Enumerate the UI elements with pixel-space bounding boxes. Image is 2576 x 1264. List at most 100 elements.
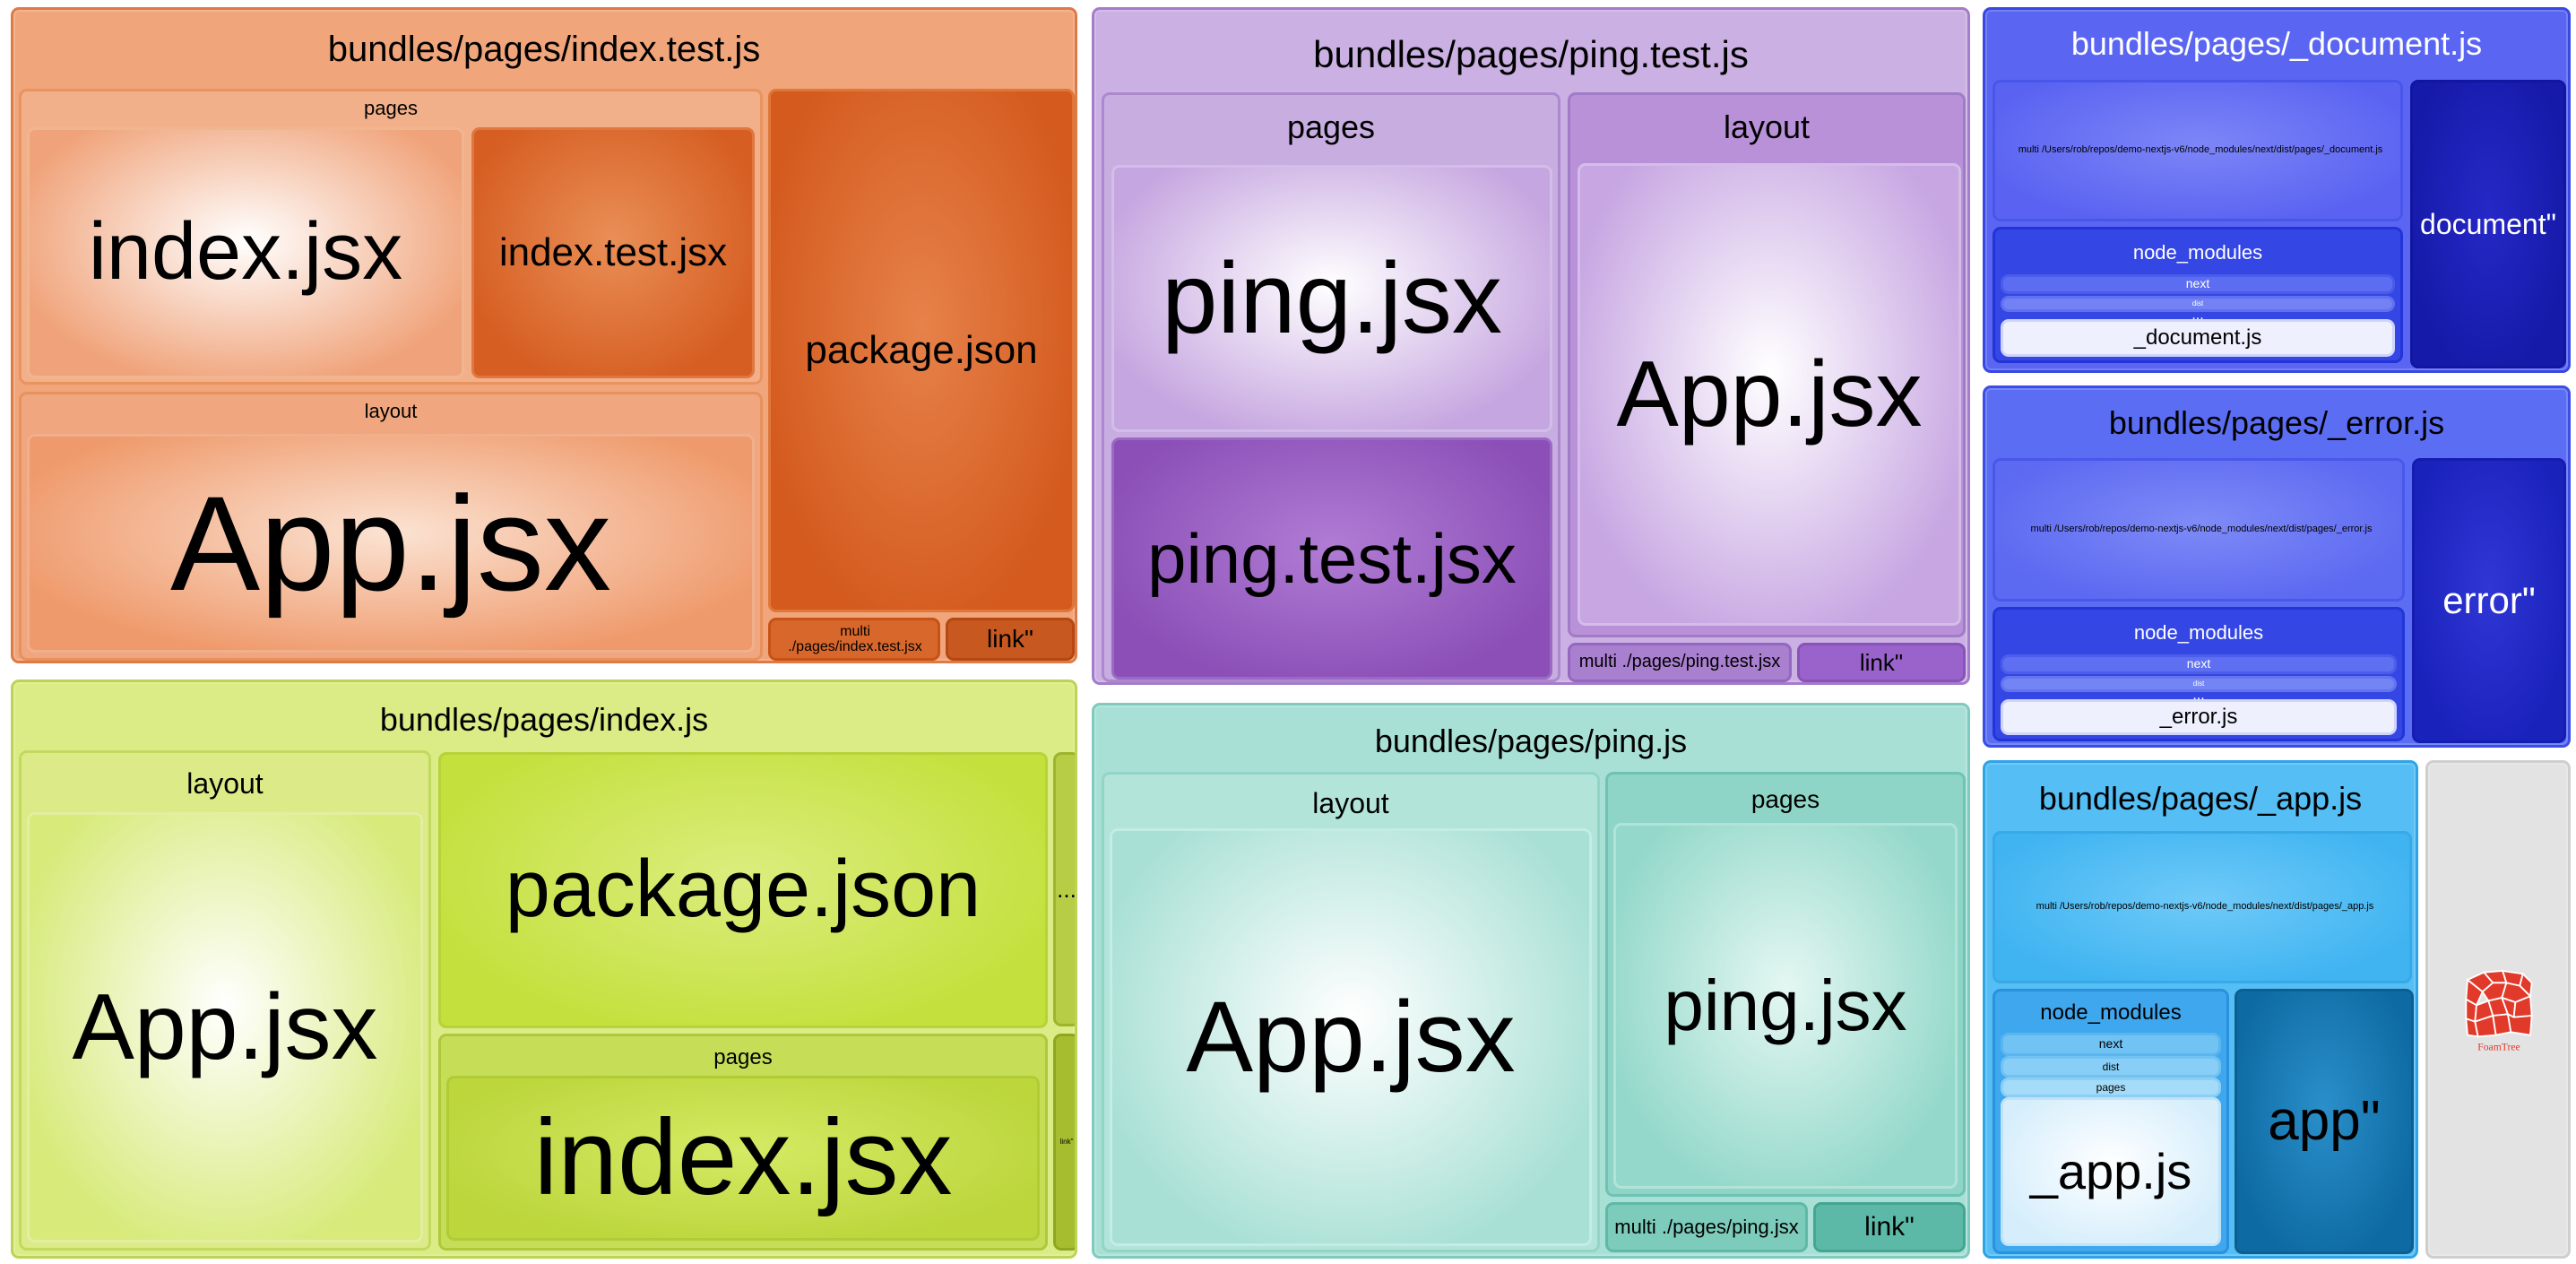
file-label: App.jsx (170, 468, 611, 619)
group-title: bundles/pages/ping.test.js (1313, 33, 1749, 76)
file-link[interactable]: link" (1797, 643, 1966, 682)
folder-pages[interactable]: pages index.jsx (438, 1034, 1048, 1251)
folder-label: dist (2192, 679, 2205, 688)
file-error[interactable]: error" (2412, 458, 2566, 743)
file-app[interactable]: app" (2235, 989, 2414, 1254)
folder-label: pages (1750, 784, 1820, 813)
file-app-jsx[interactable]: App.jsx (1578, 163, 1961, 626)
file-ping-jsx[interactable]: ping.jsx (1613, 823, 1958, 1189)
file-multi-entry[interactable]: multi /Users/rob/repos/demo-nextjs-v6/no… (1993, 831, 2412, 983)
folder-label: layout (186, 766, 264, 800)
folder-label: pages (364, 97, 418, 120)
folder-label: node_modules (2040, 1000, 2182, 1026)
foamtree-wordmark: FoamTree (2477, 1041, 2520, 1052)
file-multi-entry[interactable]: multi ./pages/index.test.jsx (768, 618, 940, 661)
file-multi-entry[interactable]: multi ./pages/ping.jsx (1605, 1202, 1808, 1252)
file-label: multi ./pages/ping.test.jsx (1578, 652, 1781, 672)
file-label: multi ./pages/ping.jsx (1614, 1216, 1799, 1239)
file-ellipsis[interactable]: ... (1053, 752, 1076, 1026)
file-multi-entry[interactable]: multi /Users/rob/repos/demo-nextjs-v6/no… (1993, 458, 2405, 602)
folder-label: pages (2096, 1080, 2126, 1094)
file-label: app" (2268, 1089, 2381, 1152)
group-title: bundles/pages/ping.js (1374, 722, 1688, 759)
folder-label: next (2098, 1036, 2123, 1052)
folder-layout[interactable]: layout App.jsx (19, 392, 763, 661)
file-multi-entry[interactable]: multi /Users/rob/repos/demo-nextjs-v6/no… (1993, 80, 2403, 221)
folder-pages[interactable]: pages ping.jsx (1605, 772, 1966, 1197)
file-label: ping.jsx (1162, 241, 1502, 354)
file-ping-jsx[interactable]: ping.jsx (1111, 165, 1552, 432)
file-label: link" (1059, 1137, 1074, 1146)
file-app-js[interactable]: _app.js (2001, 1097, 2221, 1246)
folder-label: layout (1312, 786, 1389, 819)
file-label: _document.js (2133, 325, 2262, 351)
file-error-js[interactable]: _error.js (2001, 699, 2397, 735)
file-label: App.jsx (1616, 342, 1923, 446)
group-ping-test-js[interactable]: bundles/pages/ping.test.js pages ping.jsx p… (1092, 7, 1970, 685)
folder-layout[interactable]: layout App.jsx (19, 750, 431, 1251)
folder-next[interactable]: next (2001, 274, 2395, 294)
file-document[interactable]: document" (2410, 80, 2566, 368)
folder-label: next (2185, 276, 2210, 291)
folder-pages[interactable]: pages index.jsx index.test.jsx (19, 89, 763, 385)
folder-label: layout (1723, 108, 1811, 145)
folder-label: layout (364, 400, 418, 423)
file-app-jsx[interactable]: App.jsx (27, 434, 755, 653)
file-index-test-jsx[interactable]: index.test.jsx (471, 127, 755, 378)
file-label: document" (2420, 207, 2556, 240)
group-title: bundles/pages/_document.js (2070, 24, 2483, 62)
folder-dist[interactable]: dist (2001, 296, 2395, 312)
file-label: ping.test.jsx (1147, 518, 1517, 598)
file-label: index.jsx (533, 1097, 953, 1218)
folder-node-modules[interactable]: node_modules next dist... _document.js (1993, 227, 2403, 363)
file-label: multi /Users/rob/repos/demo-nextjs-v6/no… (2018, 144, 2383, 156)
folder-pages[interactable]: pages ping.jsx ping.test.jsx (1102, 92, 1560, 682)
file-label: _error.js (2159, 705, 2238, 730)
file-label: index.jsx (88, 207, 403, 298)
file-package-json[interactable]: package.json (768, 89, 1075, 612)
file-link[interactable]: link" (1813, 1202, 1966, 1252)
folder-label: node_modules (2133, 621, 2264, 645)
file-label: package.json (505, 844, 981, 935)
folder-label: dist (2102, 1060, 2120, 1073)
file-ping-test-jsx[interactable]: ping.test.jsx (1111, 437, 1552, 680)
group-ping-js[interactable]: bundles/pages/ping.js layout App.jsx pages p… (1092, 703, 1970, 1259)
folder-dist[interactable]: dist (2001, 1056, 2221, 1078)
folder-pages[interactable]: pages (2001, 1078, 2221, 1097)
file-label: App.jsx (72, 974, 378, 1079)
folder-next[interactable]: next (2001, 654, 2397, 674)
group-index-test-js[interactable]: bundles/pages/index.test.js pages index.js… (11, 7, 1077, 663)
file-label: ... (1057, 875, 1076, 903)
file-label: multi /Users/rob/repos/demo-nextjs-v6/no… (2036, 901, 2374, 913)
group-title: bundles/pages/_app.js (2038, 779, 2363, 817)
file-package-json[interactable]: package.json (438, 752, 1048, 1028)
folder-label: pages (713, 1045, 773, 1070)
file-app-jsx[interactable]: App.jsx (27, 812, 423, 1242)
file-label: package.json (805, 328, 1038, 373)
file-index-jsx[interactable]: index.jsx (446, 1076, 1040, 1241)
folder-label: dist (2191, 299, 2204, 307)
folder-layout[interactable]: layout App.jsx (1568, 92, 1966, 637)
group-index-js[interactable]: bundles/pages/index.js layout App.jsx packa… (11, 680, 1077, 1259)
file-label: link" (1864, 1211, 1915, 1242)
file-app-jsx[interactable]: App.jsx (1110, 828, 1592, 1246)
folder-layout[interactable]: layout App.jsx (1102, 772, 1600, 1252)
folder-label: next (2186, 656, 2211, 671)
group-title: bundles/pages/_error.js (2108, 403, 2445, 441)
file-link[interactable]: link" (1053, 1034, 1075, 1251)
file-multi-entry[interactable]: multi ./pages/ping.test.jsx (1568, 643, 1792, 682)
file-index-jsx[interactable]: index.jsx (27, 127, 464, 378)
file-label: link" (987, 624, 1033, 653)
folder-next[interactable]: next (2001, 1033, 2221, 1056)
file-label: multi ./pages/index.test.jsx (788, 623, 922, 654)
folder-node-modules[interactable]: node_modules next dist... _error.js (1993, 607, 2405, 741)
folder-dist[interactable]: dist (2001, 676, 2397, 692)
file-document-js[interactable]: _document.js (2001, 319, 2395, 357)
file-link[interactable]: link" (946, 618, 1075, 661)
file-label: index.test.jsx (498, 230, 728, 275)
